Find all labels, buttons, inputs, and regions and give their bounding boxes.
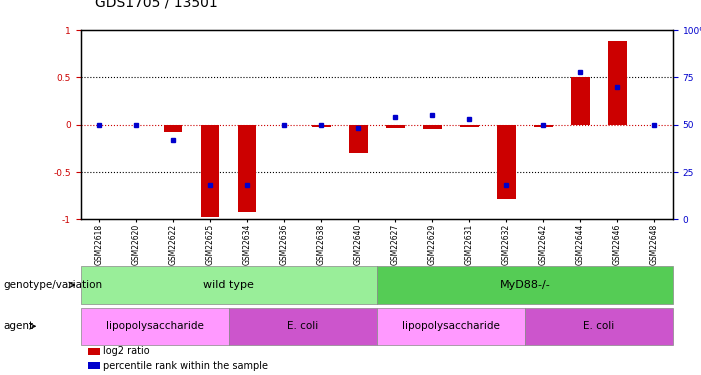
Text: MyD88-/-: MyD88-/- (500, 280, 550, 290)
Bar (571, 77, 590, 125)
Text: E. coli: E. coli (583, 321, 615, 331)
Text: percentile rank within the sample: percentile rank within the sample (103, 361, 268, 370)
Text: E. coli: E. coli (287, 321, 318, 331)
Text: agent: agent (4, 321, 34, 331)
Bar (608, 41, 627, 125)
Bar (164, 124, 182, 132)
Bar (238, 124, 257, 212)
Text: log2 ratio: log2 ratio (103, 346, 150, 356)
Text: lipopolysaccharide: lipopolysaccharide (106, 321, 203, 331)
Bar (423, 124, 442, 129)
Text: wild type: wild type (203, 280, 254, 290)
Text: GDS1705 / 13501: GDS1705 / 13501 (95, 0, 217, 9)
Bar (460, 124, 479, 127)
Bar (201, 124, 219, 216)
Text: genotype/variation: genotype/variation (4, 280, 102, 290)
Bar (349, 124, 367, 153)
Bar (386, 124, 404, 128)
Bar (534, 124, 552, 127)
Bar (497, 124, 516, 198)
Bar (312, 124, 330, 127)
Text: lipopolysaccharide: lipopolysaccharide (402, 321, 500, 331)
